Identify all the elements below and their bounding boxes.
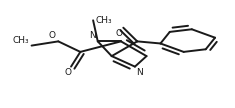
Text: CH₃: CH₃: [13, 36, 29, 44]
Text: CH₃: CH₃: [95, 16, 112, 25]
Text: N: N: [136, 68, 143, 77]
Text: O: O: [64, 68, 71, 77]
Text: O: O: [49, 31, 56, 40]
Text: N: N: [89, 31, 95, 40]
Text: O: O: [115, 29, 122, 38]
